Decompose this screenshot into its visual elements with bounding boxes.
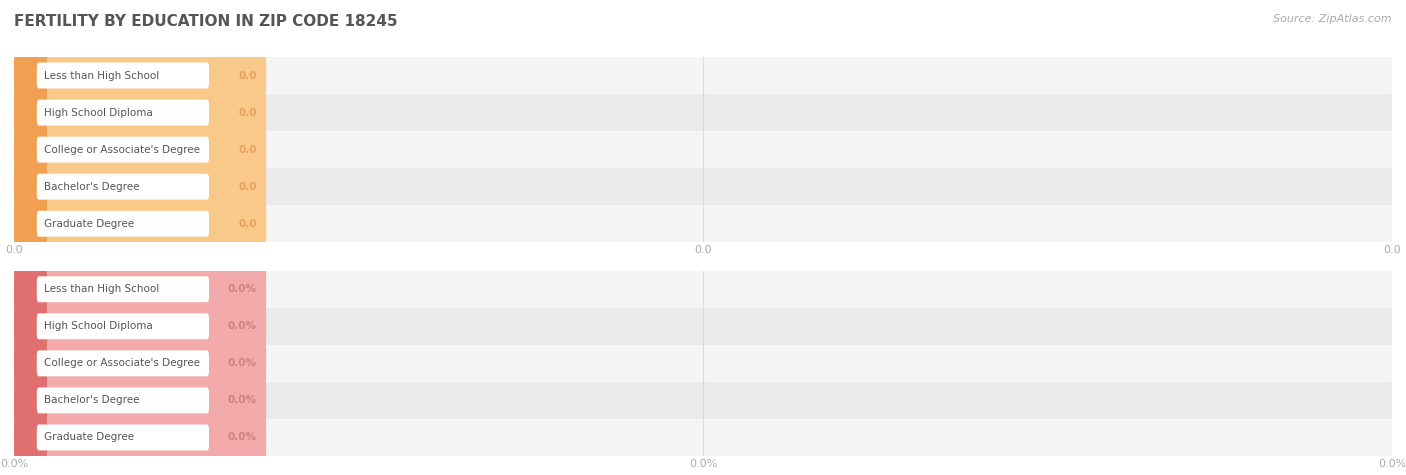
FancyBboxPatch shape [14,265,48,314]
Text: 0.0%: 0.0% [228,395,256,406]
Bar [14,57,1392,94]
FancyBboxPatch shape [14,413,48,462]
Text: 0.0: 0.0 [238,107,256,118]
FancyBboxPatch shape [14,125,266,174]
Bar [14,131,1392,168]
Text: 0.0: 0.0 [238,218,256,229]
Text: College or Associate's Degree: College or Associate's Degree [45,358,201,369]
Text: 0.0%: 0.0% [228,432,256,443]
Text: High School Diploma: High School Diploma [45,107,153,118]
Text: Source: ZipAtlas.com: Source: ZipAtlas.com [1274,14,1392,24]
FancyBboxPatch shape [14,51,266,100]
FancyBboxPatch shape [37,314,209,339]
FancyBboxPatch shape [14,125,48,174]
Text: 0.0: 0.0 [238,70,256,81]
Bar [14,168,1392,205]
Text: 0.0%: 0.0% [228,358,256,369]
FancyBboxPatch shape [14,376,48,425]
Bar [14,94,1392,131]
Text: Graduate Degree: Graduate Degree [45,432,135,443]
Text: 0.0: 0.0 [238,144,256,155]
FancyBboxPatch shape [14,200,266,248]
FancyBboxPatch shape [14,339,266,388]
FancyBboxPatch shape [14,339,48,388]
FancyBboxPatch shape [37,63,209,88]
Bar [14,271,1392,308]
Text: Bachelor's Degree: Bachelor's Degree [45,395,139,406]
FancyBboxPatch shape [37,276,209,302]
Bar [14,345,1392,382]
FancyBboxPatch shape [14,265,266,314]
Text: Graduate Degree: Graduate Degree [45,218,135,229]
FancyBboxPatch shape [14,302,48,351]
Text: College or Associate's Degree: College or Associate's Degree [45,144,201,155]
FancyBboxPatch shape [37,100,209,125]
FancyBboxPatch shape [14,51,48,100]
FancyBboxPatch shape [37,351,209,376]
Bar [14,205,1392,242]
Bar [14,419,1392,456]
Bar [14,308,1392,345]
Text: High School Diploma: High School Diploma [45,321,153,332]
FancyBboxPatch shape [14,88,266,137]
FancyBboxPatch shape [14,413,266,462]
FancyBboxPatch shape [14,88,48,137]
Text: Less than High School: Less than High School [45,284,160,294]
Text: FERTILITY BY EDUCATION IN ZIP CODE 18245: FERTILITY BY EDUCATION IN ZIP CODE 18245 [14,14,398,29]
FancyBboxPatch shape [37,425,209,450]
FancyBboxPatch shape [14,162,266,211]
FancyBboxPatch shape [14,376,266,425]
FancyBboxPatch shape [14,200,48,248]
Text: Less than High School: Less than High School [45,70,160,81]
FancyBboxPatch shape [37,211,209,237]
Text: 0.0: 0.0 [238,181,256,192]
FancyBboxPatch shape [14,302,266,351]
FancyBboxPatch shape [37,137,209,162]
Text: 0.0%: 0.0% [228,321,256,332]
FancyBboxPatch shape [14,162,48,211]
FancyBboxPatch shape [37,388,209,413]
FancyBboxPatch shape [37,174,209,200]
Bar [14,382,1392,419]
Text: 0.0%: 0.0% [228,284,256,294]
Text: Bachelor's Degree: Bachelor's Degree [45,181,139,192]
